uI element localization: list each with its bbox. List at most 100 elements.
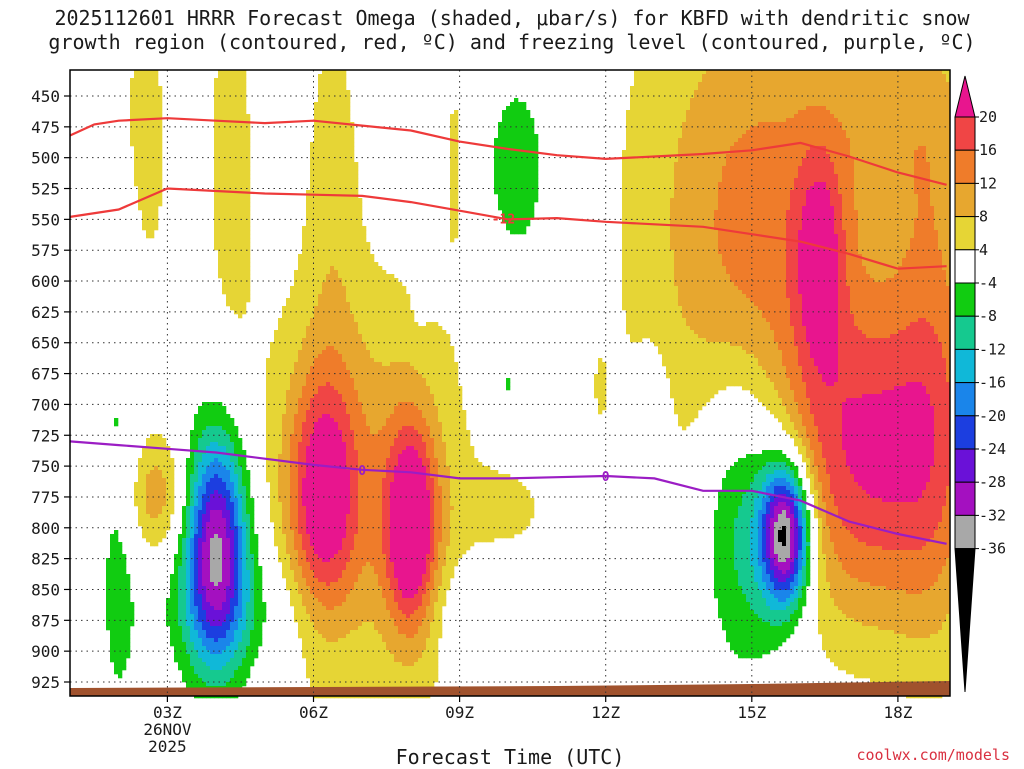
omega-cell [234, 102, 239, 107]
omega-cell [918, 94, 923, 99]
omega-cell [234, 82, 239, 87]
omega-cell [822, 90, 827, 95]
omega-cell [686, 198, 691, 203]
omega-cell [650, 218, 655, 223]
omega-cell [862, 218, 867, 223]
omega-cell [226, 78, 231, 83]
omega-cell [934, 110, 939, 115]
omega-cell [930, 170, 935, 175]
omega-cell [718, 222, 723, 227]
omega-cell [758, 186, 763, 191]
omega-cell [678, 166, 683, 171]
omega-cell [530, 134, 535, 139]
omega-cell [918, 214, 923, 219]
omega-cell [906, 94, 911, 99]
omega-cell [846, 86, 851, 91]
omega-cell [694, 78, 699, 83]
omega-cell [330, 142, 335, 147]
omega-cell [626, 214, 631, 219]
omega-cell [738, 210, 743, 215]
omega-cell [710, 142, 715, 147]
omega-cell [510, 182, 515, 187]
omega-cell [914, 170, 919, 175]
omega-cell [142, 122, 147, 127]
omega-cell [850, 230, 855, 235]
omega-cell [218, 110, 223, 115]
omega-cell [786, 162, 791, 167]
omega-cell [642, 170, 647, 175]
omega-cell [662, 238, 667, 243]
omega-cell [242, 222, 247, 227]
omega-cell [834, 210, 839, 215]
omega-cell [130, 110, 135, 115]
omega-cell [738, 170, 743, 175]
omega-cell [350, 126, 355, 131]
omega-cell [714, 138, 719, 143]
omega-cell [690, 158, 695, 163]
omega-cell [810, 182, 815, 187]
omega-cell [454, 190, 459, 195]
omega-cell [310, 154, 315, 159]
omega-cell [830, 218, 835, 223]
omega-cell [326, 142, 331, 147]
omega-cell [906, 74, 911, 79]
omega-cell [874, 78, 879, 83]
omega-cell [238, 126, 243, 131]
omega-cell [530, 166, 535, 171]
omega-cell [526, 166, 531, 171]
omega-cell [662, 78, 667, 83]
omega-cell [666, 218, 671, 223]
omega-cell [714, 166, 719, 171]
omega-cell [650, 190, 655, 195]
omega-cell [142, 138, 147, 143]
omega-cell [522, 122, 527, 127]
omega-cell [626, 194, 631, 199]
omega-cell [746, 138, 751, 143]
omega-cell [726, 90, 731, 95]
omega-cell [834, 230, 839, 235]
omega-cell [346, 226, 351, 231]
omega-cell [886, 190, 891, 195]
omega-cell [226, 138, 231, 143]
omega-cell [498, 198, 503, 203]
omega-cell [934, 134, 939, 139]
omega-cell [322, 106, 327, 111]
omega-cell [146, 226, 151, 231]
omega-cell [730, 182, 735, 187]
omega-cell [682, 194, 687, 199]
omega-cell [646, 122, 651, 127]
omega-cell [662, 146, 667, 151]
omega-cell [690, 134, 695, 139]
omega-cell [530, 154, 535, 159]
omega-cell [914, 182, 919, 187]
omega-cell [514, 126, 519, 131]
omega-cell [630, 210, 635, 215]
omega-cell [230, 70, 235, 75]
omega-cell [226, 194, 231, 199]
omega-cell [734, 146, 739, 151]
omega-cell [906, 86, 911, 91]
omega-cell [142, 226, 147, 231]
omega-cell [654, 122, 659, 127]
omega-cell [722, 214, 727, 219]
omega-cell [810, 106, 815, 111]
omega-cell [622, 182, 627, 187]
omega-cell [318, 114, 323, 119]
omega-cell [774, 198, 779, 203]
omega-cell [322, 78, 327, 83]
omega-cell [734, 198, 739, 203]
omega-cell [762, 142, 767, 147]
omega-cell [514, 138, 519, 143]
omega-cell [842, 190, 847, 195]
omega-cell [854, 190, 859, 195]
omega-cell [630, 230, 635, 235]
omega-cell [774, 210, 779, 215]
omega-cell [230, 222, 235, 227]
omega-cell [862, 122, 867, 127]
omega-cell [854, 154, 859, 159]
omega-cell [234, 114, 239, 119]
omega-cell [766, 94, 771, 99]
omega-cell [918, 178, 923, 183]
omega-cell [658, 194, 663, 199]
omega-cell [842, 166, 847, 171]
